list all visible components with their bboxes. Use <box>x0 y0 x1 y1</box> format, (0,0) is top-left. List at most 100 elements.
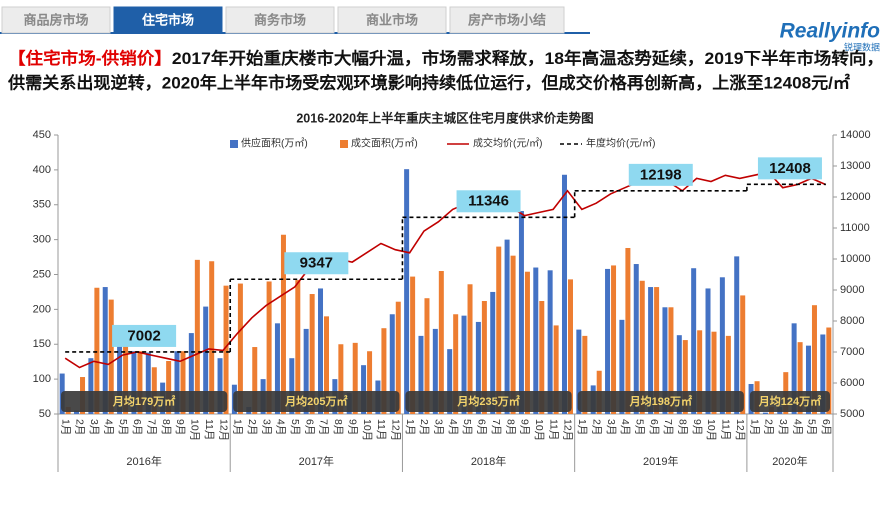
x-tick-label: 8月 <box>677 419 689 435</box>
year-label: 2018年 <box>471 454 506 468</box>
bar <box>467 284 473 414</box>
x-tick-label: 9月 <box>691 419 703 435</box>
legend-label: 供应面积(万㎡) <box>241 137 308 150</box>
bar <box>280 234 286 414</box>
x-tick-label: 9月 <box>346 419 358 435</box>
annual-avg-box <box>112 324 177 347</box>
bar <box>194 259 200 414</box>
annual-avg-box <box>757 157 822 180</box>
bar <box>389 314 395 414</box>
x-tick-label: 6月 <box>476 419 488 435</box>
legend-label: 成交面积(万㎡) <box>351 137 418 150</box>
bar <box>381 328 387 414</box>
bar <box>611 265 617 414</box>
bar <box>174 351 180 414</box>
tab-label: 住宅市场 <box>142 12 194 27</box>
year-label: 2016年 <box>126 454 161 468</box>
tab[interactable] <box>1 6 111 34</box>
month-avg-box <box>61 391 228 412</box>
tab[interactable] <box>449 6 565 34</box>
y-tick-label: 200 <box>33 303 51 315</box>
x-tick-label: 2月 <box>418 419 430 435</box>
y2-tick-label: 14000 <box>840 129 871 141</box>
bar <box>295 280 301 414</box>
logo: Reallyinfo <box>780 20 881 43</box>
x-tick-label: 12月 <box>217 419 229 441</box>
bar <box>697 330 703 414</box>
bar <box>117 326 123 414</box>
bar <box>762 412 768 414</box>
bar <box>209 261 215 414</box>
month-avg-label: 月均124万㎡ <box>758 394 821 408</box>
annual-avg-label: 7002 <box>127 327 160 344</box>
tab[interactable] <box>337 6 447 34</box>
x-tick-label: 8月 <box>160 419 172 435</box>
bar <box>131 351 137 414</box>
month-avg-box <box>749 391 830 412</box>
x-tick-label: 1月 <box>232 419 244 435</box>
bar <box>145 352 151 414</box>
x-tick-label: 7月 <box>146 419 158 435</box>
month-avg-label: 月均235万㎡ <box>456 394 519 408</box>
x-tick-label: 5月 <box>117 419 129 435</box>
bar <box>223 285 229 414</box>
y-tick-label: 350 <box>33 199 51 211</box>
x-tick-label: 10月 <box>533 419 545 441</box>
bar <box>94 287 100 414</box>
y-tick-label: 400 <box>33 164 51 176</box>
bar <box>662 307 668 414</box>
annual-avg-label: 12408 <box>769 160 811 177</box>
bar <box>547 270 553 414</box>
x-tick-label: 6月 <box>303 419 315 435</box>
x-tick-label: 4月 <box>791 419 803 435</box>
year-label: 2020年 <box>772 454 807 468</box>
x-tick-label: 4月 <box>102 419 114 435</box>
bar <box>453 314 459 414</box>
tab-label: 商业市场 <box>366 12 418 27</box>
month-avg-label: 月均198万㎡ <box>629 394 692 408</box>
bar <box>791 323 797 414</box>
bar <box>151 367 157 414</box>
y-tick-label: 100 <box>33 373 51 385</box>
bar <box>654 287 660 414</box>
bar <box>648 287 654 414</box>
y2-tick-label: 12000 <box>840 191 871 203</box>
bar <box>705 288 711 414</box>
tab[interactable] <box>225 6 335 34</box>
month-avg-box <box>405 391 572 412</box>
tab[interactable] <box>113 6 223 34</box>
bar <box>576 329 582 414</box>
x-tick-label: 3月 <box>88 419 100 435</box>
bar <box>625 247 631 414</box>
x-tick-label: 5月 <box>289 419 301 435</box>
bar <box>123 328 129 414</box>
x-tick-label: 3月 <box>433 419 445 435</box>
bar <box>418 335 424 414</box>
bar <box>524 271 530 414</box>
bar <box>289 358 295 414</box>
bar <box>137 351 143 414</box>
x-tick-label: 5月 <box>633 419 645 435</box>
bar <box>166 360 172 414</box>
y2-tick-label: 5000 <box>840 408 864 420</box>
x-tick-label: 1月 <box>404 419 416 435</box>
y2-tick-label: 6000 <box>840 377 864 389</box>
headline-2: 供需关系出现逆转，2020年上半年市场受宏观环境影响持续低位运行，但成交价格再创… <box>7 72 851 92</box>
annual-avg-box <box>284 252 349 275</box>
price-line <box>64 171 827 369</box>
bar <box>180 351 186 414</box>
x-tick-label: 1月 <box>59 419 71 435</box>
bar <box>582 335 588 414</box>
bar <box>74 410 80 414</box>
month-avg-box <box>577 391 744 412</box>
bar <box>274 323 280 414</box>
bar <box>88 358 94 414</box>
bar <box>633 264 639 414</box>
x-tick-label: 12月 <box>734 419 746 441</box>
y2-tick-label: 9000 <box>840 284 864 296</box>
bar <box>252 347 258 414</box>
y-tick-label: 450 <box>33 129 51 141</box>
x-tick-label: 2月 <box>74 419 86 435</box>
y-tick-label: 300 <box>33 234 51 246</box>
